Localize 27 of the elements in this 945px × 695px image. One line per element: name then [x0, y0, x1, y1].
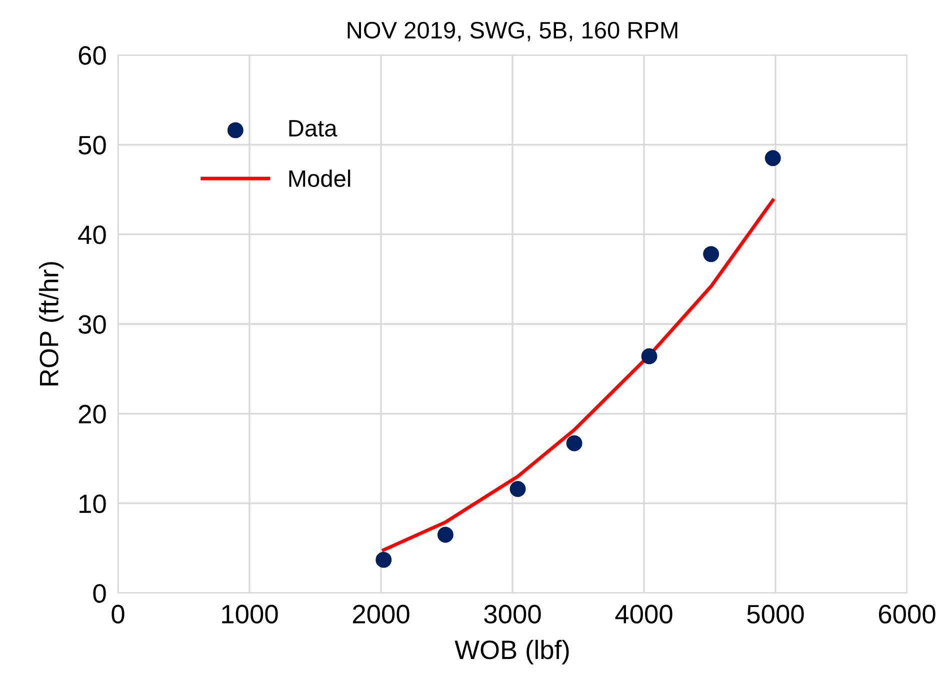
y-tick-label: 0 — [93, 584, 106, 603]
point — [510, 481, 526, 497]
y-tick-label: 10 — [80, 494, 106, 514]
legend-label: Model — [289, 170, 350, 187]
line-series — [382, 198, 775, 552]
legend-label: Data — [289, 120, 338, 137]
x-tick-label: 5000 — [747, 604, 804, 624]
point — [566, 435, 582, 452]
y-tick-label: 20 — [78, 404, 106, 424]
y-tick-label: 50 — [78, 136, 106, 154]
y-axis-title: ROP (ft/hr) — [39, 262, 64, 386]
y-tick-label: 60 — [78, 46, 106, 65]
x-axis-title: WOB (lbf) — [454, 640, 569, 664]
point — [703, 246, 720, 262]
x-tick-label: 4000 — [615, 604, 672, 624]
y-tick-label: 30 — [78, 315, 106, 334]
chart-title: NOV 2019, SWG, 5B, 160 RPM — [348, 22, 678, 42]
point — [641, 348, 658, 364]
x-tick-label: 0 — [112, 604, 124, 624]
x-tick-label: 3000 — [484, 604, 541, 624]
point — [376, 552, 392, 568]
x-tick-label: 1000 — [222, 604, 278, 624]
point — [764, 150, 781, 166]
y-tick-label: 40 — [78, 225, 106, 244]
point — [437, 526, 454, 543]
x-tick-label: 2000 — [352, 604, 410, 624]
x-tick-label: 6000 — [878, 604, 936, 624]
